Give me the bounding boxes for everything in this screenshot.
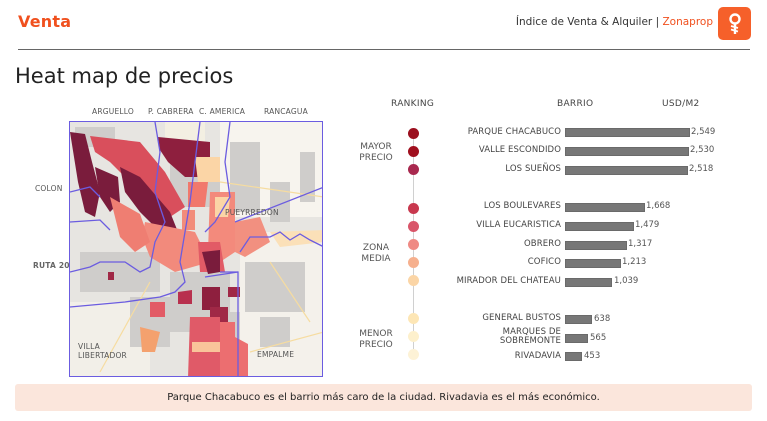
map-label-rancagua: RANCAGUA <box>264 107 308 116</box>
price-bar <box>565 315 592 324</box>
rank-dot-5 <box>408 221 419 232</box>
barrio-label: PARQUE CHACABUCO <box>467 127 561 137</box>
header-ranking: RANKING <box>391 99 435 109</box>
barrio-label: MIRADOR DEL CHATEAU <box>456 276 561 286</box>
price-value: 1,668 <box>646 201 671 211</box>
barrio-label: COFICO <box>527 257 561 267</box>
barrio-label: OBRERO <box>524 239 561 249</box>
rank-dot-9 <box>408 313 419 324</box>
price-value: 1,317 <box>628 239 653 249</box>
header-usd-m2: USD/M2 <box>662 99 700 109</box>
barrio-label: GENERAL BUSTOS <box>482 313 561 323</box>
rank-dot-1 <box>408 128 419 139</box>
map-label-colon: COLON <box>35 184 63 193</box>
map-label-empalme: EMPALME <box>257 350 295 359</box>
price-bar <box>565 147 689 156</box>
price-bar <box>565 166 688 175</box>
price-value: 1,039 <box>614 276 639 286</box>
summary-text: Parque Chacabuco es el barrio más caro d… <box>167 392 600 403</box>
price-value: 1,479 <box>635 220 660 230</box>
barrio-label: LOS SUEÑOS <box>505 164 561 174</box>
page-title: Heat map de precios <box>15 64 234 88</box>
price-value: 2,549 <box>691 127 716 137</box>
index-title: Índice de Venta & Alquiler <box>515 16 653 28</box>
price-bar <box>565 278 612 287</box>
price-bar <box>565 334 588 343</box>
header-divider <box>18 49 750 50</box>
price-bar <box>565 222 634 231</box>
map-label-arguello: ARGUELLO <box>92 107 134 116</box>
barrio-label: VILLA EUCARISTICA <box>476 220 561 230</box>
barrio-label: RIVADAVIA <box>514 351 561 361</box>
summary-banner: Parque Chacabuco es el barrio más caro d… <box>15 384 752 411</box>
rank-dot-7 <box>408 257 419 268</box>
price-value: 453 <box>584 351 601 361</box>
price-value: 1,213 <box>622 257 647 267</box>
price-bar <box>565 241 627 250</box>
map-label-libertador: LIBERTADOR <box>78 351 127 360</box>
heat-map[interactable]: PUEYRREDON VILLA LIBERTADOR EMPALME <box>69 121 323 377</box>
brand-link[interactable]: Zonaprop <box>662 16 713 28</box>
rank-dot-6 <box>408 239 419 250</box>
map-label-c-america: C. AMERICA <box>199 107 246 116</box>
zone-mayor-precio: MAYOR PRECIO <box>359 142 393 163</box>
section-title: Venta <box>18 12 72 31</box>
rank-dot-4 <box>408 203 419 214</box>
barrio-label: LOS BOULEVARES <box>483 201 561 211</box>
rank-dot-2 <box>408 146 419 157</box>
price-value: 2,530 <box>690 145 715 155</box>
barrio-label: VALLE ESCONDIDO <box>478 145 561 155</box>
map-label-villa: VILLA <box>78 342 101 351</box>
zonaprop-key-icon[interactable] <box>718 7 751 40</box>
header-separator: | <box>655 16 660 28</box>
price-bar <box>565 259 621 268</box>
map-label-pueyrredon: PUEYRREDON <box>225 208 279 217</box>
rank-dot-10 <box>408 331 419 342</box>
price-bar <box>565 352 582 361</box>
price-value: 2,518 <box>689 164 714 174</box>
header-index-title: Índice de Venta & Alquiler | Zonaprop <box>516 16 713 28</box>
zone-media: ZONA MEDIA <box>361 243 391 264</box>
price-bar <box>565 128 690 137</box>
price-bar <box>565 203 645 212</box>
map-label-p-cabrera: P. CABRERA <box>148 107 194 116</box>
rank-dot-11 <box>408 349 419 360</box>
price-value: 638 <box>594 314 611 324</box>
header-barrio: BARRIO <box>557 99 594 109</box>
price-value: 565 <box>590 333 607 343</box>
map-label-ruta20: RUTA 20 <box>33 261 70 270</box>
zone-menor-precio: MENOR PRECIO <box>359 329 393 350</box>
barrio-label: MARQUES DE SOBREMONTE <box>499 327 561 346</box>
rank-dot-8 <box>408 275 419 286</box>
rank-dot-3 <box>408 164 419 175</box>
